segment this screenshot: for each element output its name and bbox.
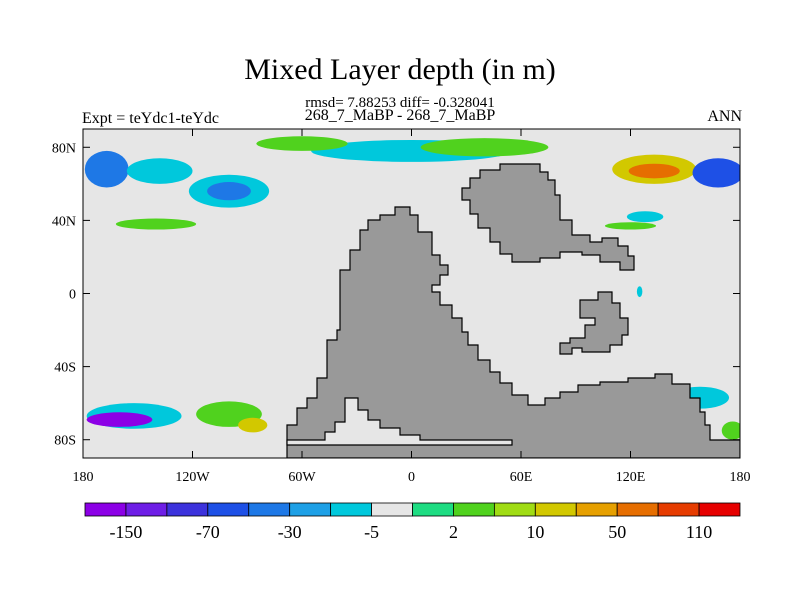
colorbar-swatch bbox=[534, 502, 577, 517]
colorbar-swatch bbox=[207, 502, 250, 517]
x-tick-label: 120E bbox=[616, 470, 646, 485]
contour-region-11 bbox=[626, 211, 664, 223]
colorbar-label: -150 bbox=[109, 522, 142, 542]
stats-line: rmsd= 7.88253 diff= -0.328041 bbox=[305, 95, 495, 111]
contour-region-1 bbox=[126, 158, 193, 184]
y-tick-label: 40N bbox=[52, 214, 76, 229]
colorbar-label: 110 bbox=[686, 522, 712, 542]
x-tick-label: 180 bbox=[73, 470, 94, 485]
axes: 180 120W 60W 0 60E 120E 180 80N 40N 0 40S 80S bbox=[52, 129, 751, 485]
colorbar-label: 10 bbox=[526, 522, 544, 542]
land-island-south bbox=[286, 397, 513, 446]
chart-subtitle: 268_7_MaBP - 268_7_MaBP bbox=[304, 107, 496, 124]
y-tick-label: 80S bbox=[54, 434, 76, 449]
land-island-east bbox=[559, 291, 629, 355]
contour-region-9 bbox=[628, 163, 680, 179]
contour-region-6 bbox=[256, 136, 348, 151]
colorbar-label: 50 bbox=[608, 522, 626, 542]
x-tick-label: 60E bbox=[510, 470, 533, 485]
colorbar-swatch bbox=[371, 502, 413, 517]
contour-region-12 bbox=[604, 222, 657, 230]
y-tick-label: 0 bbox=[69, 288, 76, 303]
land-mask bbox=[286, 163, 740, 458]
colorbar-swatch bbox=[616, 502, 659, 517]
colorbar-label: -30 bbox=[278, 522, 302, 542]
x-tick-label: 120W bbox=[175, 470, 210, 485]
x-tick-label: 0 bbox=[408, 470, 415, 485]
contour-region-15 bbox=[86, 412, 153, 427]
colorbar-label: 2 bbox=[449, 522, 458, 542]
y-tick-label: 40S bbox=[54, 361, 76, 376]
colorbar-swatch bbox=[575, 502, 618, 517]
colorbar-swatch bbox=[698, 502, 741, 517]
colorbar-label: -5 bbox=[364, 522, 379, 542]
colorbar-swatch bbox=[453, 502, 495, 517]
experiment-label: Expt = teYdc1-teYdc bbox=[82, 110, 219, 127]
colorbar-swatch bbox=[289, 502, 332, 517]
land-mass-northeast bbox=[461, 163, 635, 271]
colorbar-swatch bbox=[166, 502, 209, 517]
y-tick-label: 80N bbox=[52, 141, 76, 156]
x-tick-label: 180 bbox=[730, 470, 751, 485]
colorbar-swatch bbox=[493, 502, 536, 517]
contour-region-13 bbox=[636, 286, 643, 298]
contour-region-7 bbox=[420, 138, 549, 157]
contour-region-4 bbox=[115, 218, 197, 230]
colorbar: -150 -70 -30 -5 2 10 50 110 bbox=[84, 502, 741, 542]
colorbar-swatch bbox=[412, 502, 454, 517]
season-label: ANN bbox=[707, 108, 742, 125]
contour-regions bbox=[84, 136, 740, 440]
colorbar-swatch bbox=[657, 502, 700, 517]
colorbar-swatch bbox=[125, 502, 168, 517]
contour-region-3 bbox=[207, 182, 251, 201]
x-tick-label: 60W bbox=[288, 470, 316, 485]
contour-region-10 bbox=[692, 158, 740, 188]
contour-region-19 bbox=[721, 421, 740, 440]
contour-region-0 bbox=[84, 150, 129, 188]
land-mass-main bbox=[286, 206, 740, 458]
contour-region-17 bbox=[238, 417, 268, 433]
colorbar-swatch bbox=[248, 502, 291, 517]
chart-title: Mixed Layer depth (in m) bbox=[244, 53, 556, 86]
colorbar-swatch bbox=[84, 502, 127, 517]
colorbar-label: -70 bbox=[196, 522, 220, 542]
colorbar-swatch bbox=[330, 502, 372, 517]
